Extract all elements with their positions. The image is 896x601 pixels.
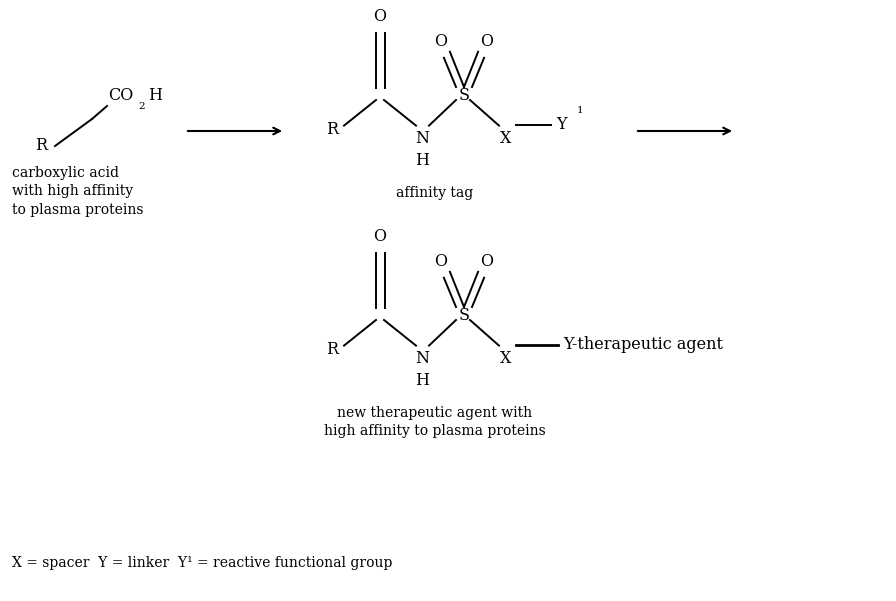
Text: S: S	[459, 308, 470, 325]
Text: affinity tag: affinity tag	[396, 186, 474, 200]
Text: 2: 2	[138, 102, 144, 111]
Text: O: O	[480, 253, 494, 270]
Text: Y: Y	[556, 116, 566, 133]
Text: R: R	[326, 121, 338, 138]
Text: O: O	[374, 8, 386, 25]
Text: X = spacer  Y = linker  Y¹ = reactive functional group: X = spacer Y = linker Y¹ = reactive func…	[12, 556, 392, 570]
Text: R: R	[35, 138, 47, 154]
Text: R: R	[326, 341, 338, 358]
Text: H: H	[415, 371, 429, 389]
Text: new therapeutic agent with
high affinity to plasma proteins: new therapeutic agent with high affinity…	[324, 406, 546, 438]
Text: O: O	[374, 228, 386, 245]
Text: 1: 1	[577, 106, 583, 115]
Text: O: O	[435, 253, 447, 270]
Text: H: H	[148, 87, 162, 104]
Text: O: O	[435, 33, 447, 50]
Text: S: S	[459, 88, 470, 105]
Text: CO: CO	[108, 87, 134, 104]
Text: carboxylic acid
with high affinity
to plasma proteins: carboxylic acid with high affinity to pl…	[12, 166, 143, 217]
Text: H: H	[415, 151, 429, 169]
Text: X: X	[500, 130, 512, 147]
Text: Y-therapeutic agent: Y-therapeutic agent	[563, 336, 723, 353]
Text: O: O	[480, 33, 494, 50]
Text: N: N	[415, 130, 429, 147]
Text: N: N	[415, 350, 429, 367]
Text: X: X	[500, 350, 512, 367]
